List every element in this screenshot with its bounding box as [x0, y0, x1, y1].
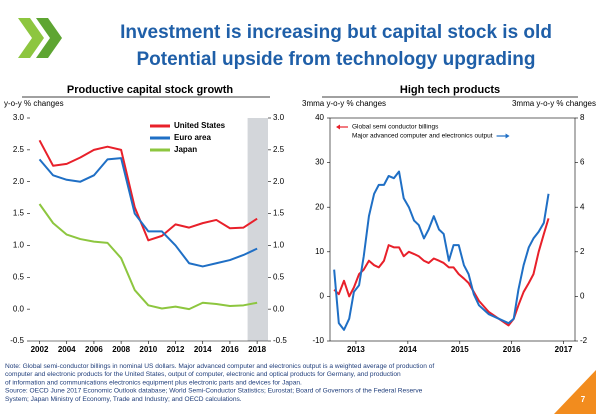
logo-chevron: [18, 18, 44, 58]
x-tick-label: 2004: [58, 345, 76, 354]
legend-label: Major advanced computer and electronics …: [352, 133, 493, 140]
note-line: of information and communications electr…: [5, 379, 302, 386]
x-tick-label: 2016: [221, 345, 239, 354]
y-tick-label: 20: [315, 202, 324, 211]
legend-label: United States: [174, 121, 226, 130]
y-tick-label: 0.5: [13, 272, 25, 281]
page-number: 7: [581, 395, 586, 404]
y-tick-label: 1.5: [13, 209, 25, 218]
y2-tick-label: 3.0: [273, 113, 285, 122]
y2-tick-label: -0.5: [273, 336, 287, 345]
logo-chevron: [36, 18, 62, 58]
y2-tick-label: 0: [580, 292, 585, 301]
y-tick-label: 3.0: [13, 113, 25, 122]
plot-frame: [329, 117, 576, 342]
y2-tick-label: 1.5: [273, 209, 285, 218]
y-axis-label: 3mma y-o-y % changes: [302, 99, 386, 108]
x-tick-label: 2010: [139, 345, 157, 354]
y2-tick-label: 8: [580, 113, 585, 122]
y-tick-label: -0.5: [10, 336, 24, 345]
projection-shade: [247, 118, 268, 341]
note-line: computer and electronic products for the…: [5, 371, 401, 378]
y-tick-label: 40: [315, 113, 324, 122]
x-tick-label: 2006: [85, 345, 103, 354]
note-line: Source: OECD June 2017 Economic Outlook …: [5, 388, 423, 395]
x-tick-label: 2016: [503, 345, 521, 354]
y-axis-label: y-o-y % changes: [4, 99, 64, 108]
y2-tick-label: 1.0: [273, 241, 285, 250]
x-tick-label: 2017: [555, 345, 573, 354]
y-tick-label: 0.0: [13, 304, 25, 313]
y2-axis-label: 3mma y-o-y % changes: [512, 99, 596, 108]
y2-tick-label: 2: [580, 247, 585, 256]
slide-title: Investment is increasing but capital sto…: [120, 22, 552, 43]
series-line: [38, 203, 258, 311]
series-line: [38, 157, 258, 268]
x-tick-label: 2002: [31, 345, 49, 354]
y2-tick-label: 0.0: [273, 304, 285, 313]
series-line: [333, 170, 550, 331]
x-tick-label: 2008: [112, 345, 130, 354]
y2-tick-label: 2.5: [273, 145, 285, 154]
note-line: System; Japan Ministry of Economy, Trade…: [5, 396, 242, 403]
y2-tick-label: 0.5: [273, 272, 285, 281]
x-tick-label: 2014: [194, 345, 212, 354]
y-tick-label: 30: [315, 158, 324, 167]
legend-label: Euro area: [174, 133, 211, 142]
x-tick-label: 2013: [347, 345, 365, 354]
legend-arrowhead: [336, 124, 340, 130]
legend-label: Japan: [174, 145, 197, 154]
x-tick-label: 2015: [451, 345, 469, 354]
series-line: [38, 139, 258, 242]
y-tick-label: 2.0: [13, 177, 25, 186]
page-corner: [554, 370, 596, 414]
x-tick-label: 2014: [399, 345, 417, 354]
legend-label: Global semi conductor billings: [352, 124, 439, 131]
y-tick-label: -10: [312, 336, 324, 345]
y2-tick-label: 4: [580, 202, 585, 211]
y-tick-label: 10: [315, 247, 324, 256]
x-tick-label: 2018: [248, 345, 266, 354]
slide-title: Potential upside from technology upgradi…: [136, 49, 535, 70]
y2-tick-label: 6: [580, 158, 585, 167]
x-tick-label: 2012: [167, 345, 185, 354]
legend-arrowhead: [505, 133, 510, 139]
y2-tick-label: 2.0: [273, 177, 285, 186]
y2-tick-label: -2: [580, 336, 588, 345]
chart-title: Productive capital stock growth: [67, 84, 234, 96]
y-tick-label: 1.0: [13, 241, 25, 250]
note-line: Note: Global semi-conductor billings in …: [5, 363, 434, 370]
y-tick-label: 2.5: [13, 145, 25, 154]
chart-title: High tech products: [400, 84, 500, 96]
y-tick-label: 0: [320, 292, 325, 301]
